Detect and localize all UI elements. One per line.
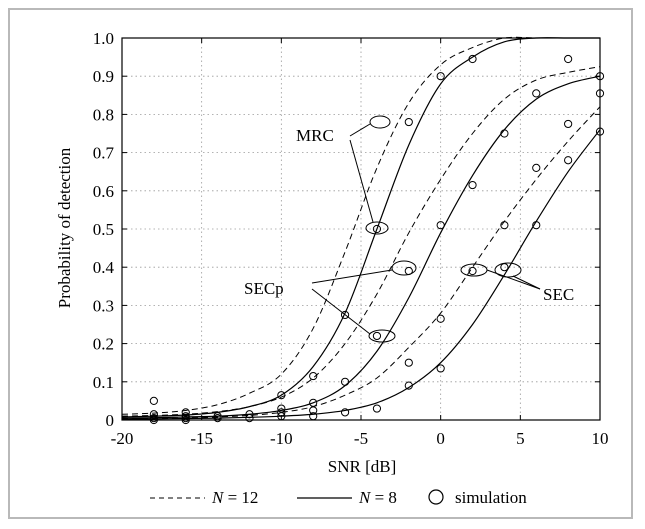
y-tick-label: 0.3 bbox=[93, 296, 114, 315]
y-axis-label: Probability of detection bbox=[55, 147, 74, 308]
simulation-point bbox=[277, 391, 286, 400]
simulation-point bbox=[532, 89, 541, 98]
mrc-ellipse-2 bbox=[365, 221, 389, 235]
legend-label-simulation: simulation bbox=[455, 488, 527, 507]
y-tick-label: 0.2 bbox=[93, 335, 114, 354]
simulation-point bbox=[468, 54, 477, 64]
simulation-point bbox=[564, 119, 573, 129]
legend-label-solid: N = 8 bbox=[358, 488, 397, 507]
curve-solid-1 bbox=[121, 37, 600, 418]
annotations bbox=[311, 115, 541, 343]
x-tick-label: 10 bbox=[592, 429, 609, 448]
simulation-point bbox=[500, 221, 509, 230]
x-tick-label: -15 bbox=[190, 429, 213, 448]
simulation-point bbox=[340, 377, 350, 386]
simulation-point bbox=[468, 266, 477, 276]
grid bbox=[122, 38, 600, 420]
simulation-point bbox=[468, 180, 477, 190]
mrc-ellipse-1 bbox=[369, 115, 391, 129]
simulation-point bbox=[245, 413, 254, 423]
simulation-point bbox=[564, 54, 573, 64]
simulation-point bbox=[436, 221, 445, 230]
annotation-secp: SECp bbox=[244, 279, 284, 298]
secp-ellipse-2 bbox=[368, 329, 396, 343]
mrc-arrow-2 bbox=[349, 139, 374, 223]
simulation-point bbox=[436, 314, 445, 323]
y-tick-label: 0 bbox=[106, 411, 115, 430]
y-tick-label: 0.4 bbox=[93, 258, 115, 277]
simulation-point bbox=[436, 364, 445, 373]
simulation-point bbox=[309, 406, 318, 415]
x-tick-label: -20 bbox=[111, 429, 134, 448]
simulation-point bbox=[340, 408, 350, 417]
simulation-point bbox=[149, 410, 158, 419]
simulation-point bbox=[372, 404, 382, 413]
x-tick-label: 0 bbox=[436, 429, 445, 448]
curve-dashed-0 bbox=[121, 36, 600, 415]
secp-arrow-1 bbox=[311, 269, 393, 284]
simulation-point bbox=[564, 156, 573, 165]
simulation-point bbox=[532, 221, 541, 230]
simulation-point bbox=[213, 413, 222, 423]
simulation-point bbox=[149, 396, 158, 405]
simulation-point bbox=[372, 224, 382, 234]
figure-frame bbox=[8, 8, 633, 519]
mrc-arrow-1 bbox=[349, 123, 371, 137]
y-tick-label: 0.6 bbox=[93, 182, 114, 201]
simulation-point bbox=[340, 310, 350, 320]
y-tick-label: 0.8 bbox=[93, 105, 114, 124]
curve-solid-3 bbox=[121, 75, 601, 419]
simulation-points bbox=[149, 54, 605, 425]
simulation-point bbox=[500, 129, 509, 138]
x-tick-label: -10 bbox=[270, 429, 293, 448]
simulation-point bbox=[500, 263, 509, 272]
x-tick-label: -5 bbox=[354, 429, 368, 448]
sec-arrow-2 bbox=[512, 275, 541, 290]
annotation-labels: MRC SECp SEC bbox=[244, 126, 574, 304]
x-axis-label: SNR [dB] bbox=[328, 457, 396, 476]
simulation-point bbox=[372, 331, 382, 341]
annotation-sec: SEC bbox=[543, 285, 574, 304]
simulation-point bbox=[532, 163, 541, 172]
y-tick-label: 0.1 bbox=[93, 373, 114, 392]
axis-ticks: -20 -15 -10 -5 0 5 10 0 0.1 0.2 0.3 0.4 0.5 0.6 0.7 0.8… bbox=[93, 29, 609, 448]
legend-label-dashed: N = 12 bbox=[211, 488, 258, 507]
legend: N = 12 N = 8 simulation bbox=[150, 488, 527, 507]
secp-arrow-2 bbox=[311, 288, 371, 335]
x-tick-label: 5 bbox=[516, 429, 525, 448]
curve-dashed-2 bbox=[121, 66, 601, 417]
simulation-point bbox=[404, 117, 413, 127]
y-tick-label: 0.5 bbox=[93, 220, 114, 239]
simulation-point bbox=[404, 381, 413, 390]
y-tick-label: 0.7 bbox=[93, 144, 115, 163]
annotation-mrc: MRC bbox=[296, 126, 334, 145]
secp-ellipse-1 bbox=[391, 260, 417, 276]
simulation-point bbox=[309, 371, 318, 381]
simulation-point bbox=[245, 410, 254, 419]
sec-arrow-1 bbox=[486, 269, 541, 290]
curve-dashed-4 bbox=[121, 106, 601, 420]
simulation-point bbox=[436, 72, 445, 81]
y-tick-label: 0.9 bbox=[93, 67, 114, 86]
simulation-point bbox=[404, 358, 413, 367]
legend-swatch-circle bbox=[428, 489, 444, 505]
y-tick-label: 1.0 bbox=[93, 29, 114, 48]
